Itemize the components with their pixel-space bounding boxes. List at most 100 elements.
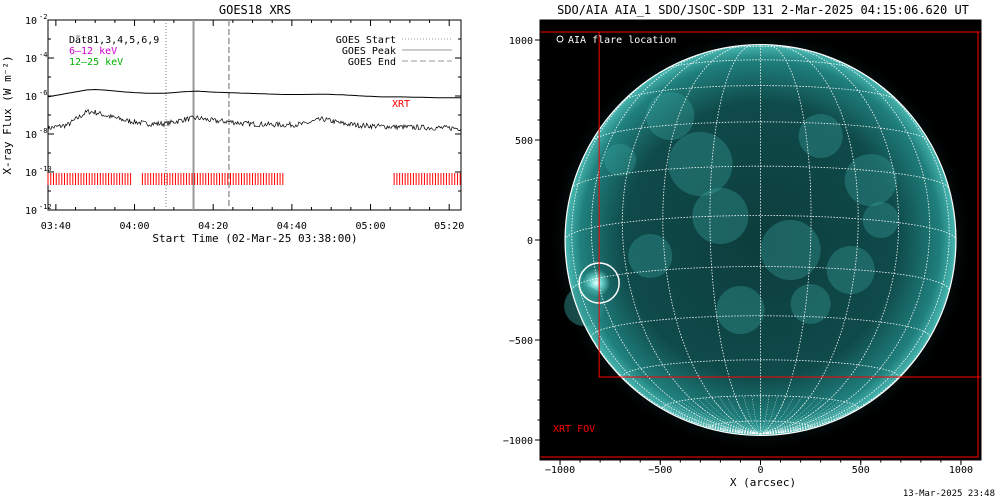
y-tick-exponent: -12 (39, 203, 52, 211)
y-tick-exponent: -2 (39, 13, 47, 21)
footer-timestamp: 13-Mar-2025 23:48 (903, 489, 995, 499)
x-tick-label: 03:40 (41, 221, 71, 232)
active-region (760, 219, 821, 281)
aia-y-tick-label: −1000 (503, 436, 533, 447)
aia-x-tick-label: 0 (757, 465, 763, 476)
active-region (716, 285, 765, 335)
legend-event: GOES Peak (342, 46, 396, 57)
polar-grid-line (760, 399, 830, 435)
limb-prominence (564, 286, 605, 326)
polar-grid-line (675, 401, 761, 435)
aia-x-label: X (arcsec) (730, 476, 796, 489)
goes-short-curve (47, 109, 462, 131)
y-tick-exponent: -6 (39, 89, 47, 97)
active-region (668, 131, 733, 197)
polar-grid-line (760, 406, 858, 435)
goes-y-label: X-ray Flux (W m⁻²) (1, 55, 14, 174)
latitude-line (564, 215, 957, 241)
polar-grid-line (685, 399, 761, 435)
latitude-line (716, 46, 805, 50)
active-regions (604, 91, 899, 335)
latitude-line (623, 85, 898, 101)
aia-x-tick-label: 500 (852, 465, 870, 476)
polar-grid-line (691, 399, 761, 435)
legend-channel: Dät81,3,4,5,6,9 (69, 35, 159, 46)
xrt-label: XRT (392, 99, 410, 110)
polar-grid-line (718, 396, 761, 435)
polar-grid-line (726, 396, 761, 435)
active-region (790, 283, 831, 325)
aia-x-tick-label: 1000 (949, 465, 973, 476)
aia-y-tick-label: −500 (509, 336, 533, 347)
solar-disk (565, 44, 956, 436)
x-tick-label: 05:00 (355, 221, 385, 232)
goes-x-label: Start Time (02-Mar-25 03:38:00) (152, 232, 357, 245)
aia-overlays (540, 31, 981, 458)
x-tick-label: 04:00 (119, 221, 149, 232)
aia-y-tick-label: 0 (527, 236, 533, 247)
polar-grid-line (680, 400, 761, 435)
y-tick-label: 10 (25, 168, 37, 179)
active-region (604, 143, 637, 177)
latitude-line (621, 359, 900, 378)
xrt-coverage (47, 173, 461, 185)
active-region (628, 233, 673, 279)
y-tick-label: 10 (25, 92, 37, 103)
polar-grid-line (760, 399, 836, 435)
legend-channel: 12–25 keV (69, 57, 123, 68)
y-tick-label: 10 (25, 130, 37, 141)
map-boundary-box (540, 31, 979, 458)
y-tick-label: 10 (25, 206, 37, 217)
active-region (646, 91, 695, 141)
polar-grid-line (734, 396, 761, 435)
longitude-line (760, 64, 950, 435)
aia-y-tick-label: 1000 (509, 36, 533, 47)
active-region (844, 153, 897, 207)
polar-grid-line (751, 395, 761, 435)
polar-grid-line (760, 395, 778, 435)
polar-grid-line (711, 397, 761, 435)
goes-title: GOES18 XRS (219, 3, 291, 17)
y-tick-label: 10 (25, 54, 37, 65)
polar-grid-line (662, 407, 761, 435)
latitude-line (571, 165, 950, 189)
polar-grid-line (760, 400, 841, 435)
polar-grid-line (665, 404, 761, 435)
goes-event-lines (165, 20, 230, 210)
polar-grid-line (760, 397, 810, 435)
goes-long-curve (47, 88, 461, 99)
x-tick-label: 04:40 (277, 221, 307, 232)
y-tick-exponent: -10 (39, 165, 52, 173)
longitude-line (760, 44, 859, 435)
legend-event: GOES End (348, 57, 396, 68)
polar-grid-line (760, 396, 787, 435)
polar-grid-line (704, 397, 761, 435)
y-tick-exponent: -4 (39, 51, 47, 59)
goes-x-axis: 03:40 04:00 04:20 04:40 05:00 05:20 (41, 20, 464, 232)
active-region (862, 201, 899, 239)
polar-grid-line (664, 405, 761, 435)
aia-legend-label: AIA flare location (568, 35, 676, 46)
polar-grid-line (743, 395, 761, 435)
polar-grid-line (760, 396, 803, 435)
polar-grid-line (760, 407, 859, 435)
longitude-line (662, 44, 761, 435)
polar-grid-line (663, 406, 761, 435)
active-region (826, 245, 875, 295)
polar-grid-line (760, 403, 853, 435)
legend-event: GOES Start (336, 35, 396, 46)
polar-grid-line (760, 404, 856, 435)
polar-grid-line (760, 405, 857, 435)
aia-legend: AIA flare location (556, 35, 676, 46)
solar-limb (564, 43, 957, 437)
x-tick-label: 05:20 (434, 221, 464, 232)
polar-grid-line (760, 395, 770, 435)
longitude-line (571, 64, 761, 435)
polar-grid-line (671, 402, 761, 435)
x-tick-label: 04:20 (198, 221, 228, 232)
